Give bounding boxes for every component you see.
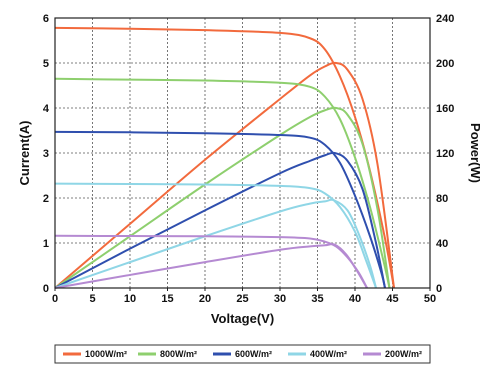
x-axis-label: Voltage(V) [211, 311, 274, 326]
x-tick-label: 5 [89, 293, 95, 305]
power-curve-2 [54, 151, 386, 289]
y2-tick-label: 80 [436, 193, 448, 205]
y2-tick-label: 240 [436, 13, 454, 25]
y-tick-label: 5 [43, 58, 49, 70]
power-curve-4 [54, 243, 368, 289]
y-axis-label: Current(A) [17, 121, 32, 186]
x-tick-label: 35 [311, 293, 323, 305]
legend-label: 200W/m² [385, 349, 422, 359]
power-curve-3 [54, 198, 377, 289]
current-curve-1 [54, 77, 391, 289]
x-tick-label: 40 [349, 293, 361, 305]
x-tick-label: 10 [124, 293, 136, 305]
legend-label: 400W/m² [310, 349, 347, 359]
y2-tick-label: 200 [436, 58, 454, 70]
current-curve-4 [54, 234, 368, 289]
legend-box [54, 344, 431, 364]
series-layer [54, 26, 395, 289]
y2-tick-label: 160 [436, 103, 454, 115]
x-tick-label: 45 [386, 293, 398, 305]
legend-label: 800W/m² [160, 349, 197, 359]
y2-tick-label: 120 [436, 148, 454, 160]
current-curve-2 [54, 130, 386, 289]
x-tick-label: 30 [274, 293, 286, 305]
legend: 1000W/m² 800W/m² 600W/m² 400W/m² 200W/m² [54, 344, 431, 364]
current-curve-3 [54, 182, 377, 289]
y-tick-label: 6 [43, 13, 49, 25]
x-tick-label: 25 [236, 293, 248, 305]
y2-tick-label: 0 [436, 283, 442, 295]
x-tick-label: 20 [199, 293, 211, 305]
y2-tick-label: 40 [436, 238, 448, 250]
tick-labels: 0 5 10 15 20 25 30 35 40 45 5001234560408012016020… [43, 13, 454, 305]
x-tick-label: 0 [52, 293, 58, 305]
y-tick-label: 1 [43, 238, 49, 250]
y-tick-label: 3 [43, 148, 49, 160]
power-curve-0 [54, 61, 395, 289]
current-curve-0 [54, 26, 395, 289]
y-tick-label: 0 [43, 283, 49, 295]
legend-label: 1000W/m² [85, 349, 127, 359]
power-curve-1 [54, 106, 391, 289]
y-tick-label: 4 [43, 103, 50, 115]
legend-label: 600W/m² [235, 349, 272, 359]
x-tick-label: 50 [424, 293, 436, 305]
y-tick-label: 2 [43, 193, 49, 205]
y2-axis-label: Power(W) [468, 123, 480, 183]
x-tick-label: 15 [161, 293, 173, 305]
